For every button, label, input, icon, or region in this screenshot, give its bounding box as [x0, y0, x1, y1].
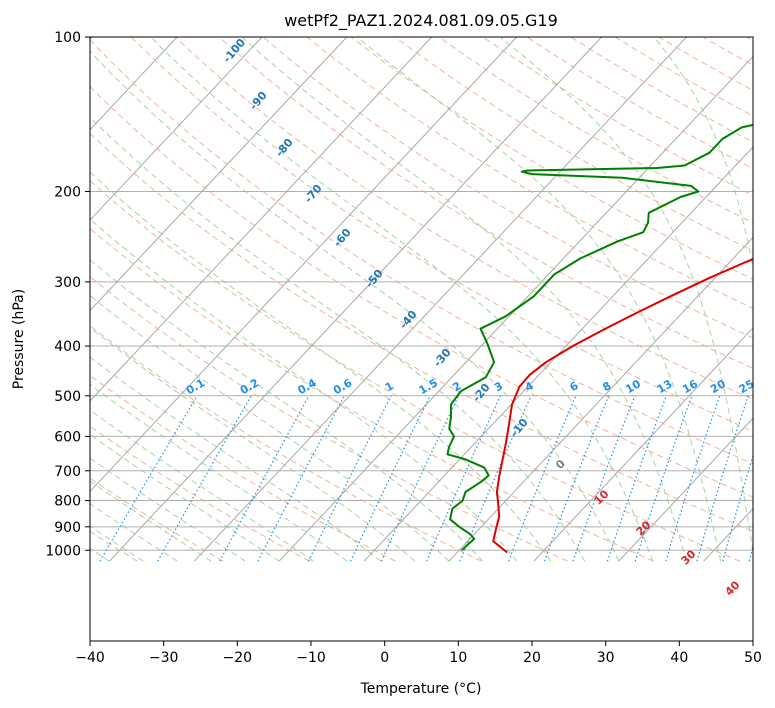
- moist-adiabat-line: [150, 37, 654, 562]
- dry-adiabat-line: [306, 37, 753, 309]
- y-tick-label: 1000: [45, 543, 81, 559]
- moist-adiabat-line: [90, 409, 314, 562]
- moist-adiabat-line: [90, 171, 552, 562]
- x-tick-label: 10: [449, 650, 467, 666]
- mixing-ratio-line: [696, 395, 749, 562]
- dry-adiabat-line: [90, 85, 753, 498]
- x-tick-label: 50: [744, 650, 762, 666]
- mixing-ratio-line: [543, 395, 610, 562]
- moist-adiabat-line: [241, 37, 688, 562]
- mixing-ratio-line: [219, 395, 310, 562]
- y-tick-label: 600: [54, 429, 81, 445]
- mixing-ratio-line: [722, 453, 753, 562]
- chart-title: wetPf2_PAZ1.2024.081.09.05.G19: [284, 11, 558, 31]
- moist-adiabat-line: [653, 37, 753, 271]
- dry-adiabat-line: [90, 325, 482, 562]
- mixing-ratio-line: [380, 395, 460, 562]
- isotherm-line: [448, 236, 753, 562]
- y-tick-label: 300: [54, 275, 81, 291]
- dry-adiabat-line: [90, 39, 753, 465]
- x-tick-label: −40: [75, 650, 105, 666]
- x-tick-label: 40: [670, 650, 688, 666]
- dry-adiabat-line: [90, 180, 740, 562]
- moist-adiabat-line: [90, 50, 620, 562]
- dry-adiabat-lines: [90, 37, 753, 562]
- isotherm-line: [533, 327, 753, 562]
- y-tick-label: 500: [54, 389, 81, 405]
- isotherm-grid: [90, 37, 753, 562]
- sounding-profiles: [446, 123, 753, 554]
- mixing-ratio-line: [99, 395, 198, 562]
- moist-adiabat-line: [90, 327, 416, 562]
- x-axis-label: Temperature (°C): [360, 681, 482, 697]
- mixing-ratio-line: [508, 395, 577, 562]
- moist-adiabat-line: [90, 356, 382, 562]
- isotherm-line: [363, 146, 753, 562]
- temperature-profile-line: [492, 258, 753, 554]
- moist-adiabat-line: [90, 218, 518, 562]
- x-tick-label: 30: [597, 650, 615, 666]
- isotherm-line: [90, 37, 178, 131]
- isotherm-line: [618, 417, 753, 562]
- x-tick-label: −20: [223, 650, 253, 666]
- mixing-ratio-line: [606, 395, 667, 562]
- mixing-ratio-label: 25: [737, 377, 757, 396]
- x-tick-label: −10: [296, 650, 326, 666]
- y-tick-label: 900: [54, 520, 81, 536]
- moist-adiabat-line: [90, 383, 348, 562]
- dewpoint-profile-line: [446, 123, 753, 552]
- dry-adiabat-line: [90, 477, 224, 562]
- isotherm-line: [90, 37, 263, 221]
- dry-adiabat-line: [90, 425, 310, 562]
- isotherm-line: [109, 37, 602, 562]
- moist-adiabat-line: [499, 37, 753, 555]
- plot-frame: [89, 36, 754, 642]
- x-axis-ticks: −40 −30 −20 −10 0 10 20 30 40 50: [75, 641, 762, 666]
- isobar-grid: [90, 37, 753, 551]
- x-tick-label: 20: [523, 650, 541, 666]
- moist-adiabat-line: [90, 116, 586, 562]
- moist-adiabat-line: [90, 294, 450, 562]
- dry-adiabat-line: [350, 37, 753, 280]
- moist-adiabat-line: [90, 259, 484, 562]
- mixing-ratio-lines: [99, 395, 753, 562]
- moist-adiabat-lines: [90, 37, 753, 562]
- mixing-ratio-line: [257, 395, 345, 562]
- mixing-ratio-line: [572, 395, 636, 562]
- mixing-ratio-line: [459, 395, 532, 562]
- y-axis-label: Pressure (hPa): [11, 289, 27, 389]
- dry-adiabat-line: [90, 276, 568, 562]
- y-tick-label: 400: [54, 339, 81, 355]
- mixing-ratio-line: [634, 395, 693, 562]
- x-tick-label: −30: [149, 650, 179, 666]
- isotherm-line: [90, 37, 433, 402]
- y-axis-ticks: 100 200 300 400 500 600 700 800 900 1000: [45, 30, 90, 559]
- dry-adiabat-line: [90, 132, 753, 532]
- dry-adiabat-line: [90, 227, 654, 562]
- x-tick-label: 0: [380, 650, 389, 666]
- dry-adiabat-line: [130, 37, 753, 432]
- isotherm-line: [193, 37, 687, 562]
- mixing-ratio-line: [665, 395, 721, 562]
- plot-area: 0.10.20.40.611.52346810131620253036-100-…: [90, 37, 757, 599]
- isotherm-line: [278, 55, 753, 562]
- isotherm-line: [90, 37, 348, 312]
- y-tick-label: 800: [54, 494, 81, 510]
- isotherm-line: [90, 37, 518, 493]
- dry-adiabat-line: [218, 37, 753, 369]
- y-tick-label: 700: [54, 464, 81, 480]
- y-tick-label: 100: [54, 30, 81, 46]
- y-tick-label: 200: [54, 185, 81, 201]
